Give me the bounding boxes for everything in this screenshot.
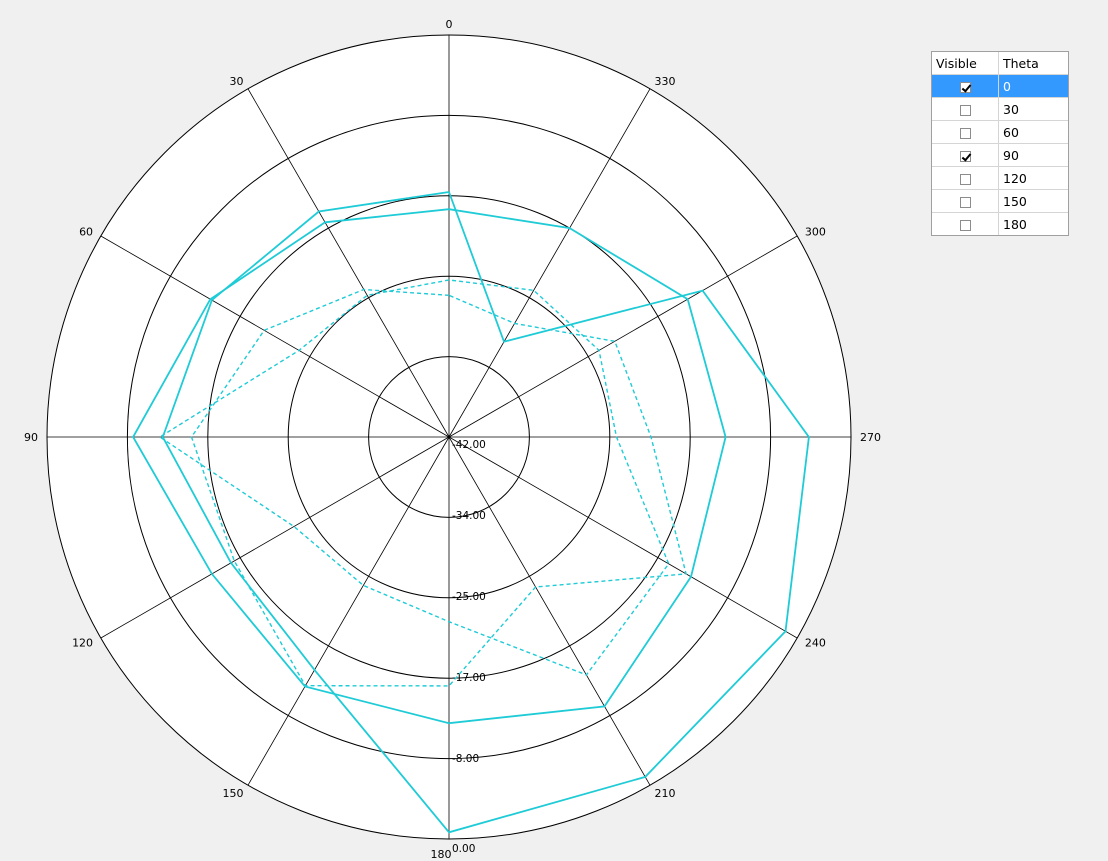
angle-label: 90 — [24, 431, 38, 444]
ring-value-label: -42.00 — [452, 439, 486, 451]
theta-rows: 0 30 60 90 120 150 180 — [932, 74, 1068, 235]
visible-cell — [932, 74, 999, 98]
theta-row[interactable]: 120 — [932, 166, 1068, 190]
spoke-line — [100, 235, 450, 438]
theta-value: 150 — [998, 189, 1068, 213]
ring-value-label: -17.00 — [452, 672, 486, 684]
angle-label: 60 — [79, 226, 93, 239]
theta-row[interactable]: 150 — [932, 189, 1068, 213]
theta-value: 30 — [998, 97, 1068, 121]
theta-value: 90 — [998, 143, 1068, 167]
series-line-solid — [132, 208, 727, 725]
visible-checkbox[interactable] — [959, 196, 971, 208]
theta-visibility-panel: Visible Theta 0 30 60 90 120 150 180 — [931, 51, 1069, 236]
visible-cell — [932, 143, 999, 167]
angle-label: 330 — [655, 75, 676, 88]
series-line-solid — [161, 191, 810, 834]
theta-value: 60 — [998, 120, 1068, 144]
polar-plot-svg: 0 30 60 90 120 150 180 210 240 270 300 330 0.00 -8.00… — [24, 18, 881, 861]
series-line-dashed — [158, 279, 670, 676]
theta-row[interactable]: 60 — [932, 120, 1068, 144]
angle-label: 150 — [223, 787, 244, 800]
angle-label: 0 — [446, 18, 453, 31]
spoke-line — [100, 436, 450, 639]
theta-value: 120 — [998, 166, 1068, 190]
visible-cell — [932, 212, 999, 235]
header-theta[interactable]: Theta — [998, 52, 1068, 75]
spoke-line — [247, 88, 450, 438]
spoke-line — [448, 436, 651, 786]
theta-row[interactable]: 90 — [932, 143, 1068, 167]
visible-checkbox[interactable] — [959, 173, 971, 185]
ring-value-label: -8.00 — [452, 753, 479, 765]
polar-chart: 0 30 60 90 120 150 180 210 240 270 300 330 0.00 -8.00… — [24, 18, 881, 861]
ring-value-label: -25.00 — [452, 591, 486, 603]
visible-checkbox[interactable] — [959, 127, 971, 139]
spoke-line — [448, 235, 798, 438]
spoke-line — [448, 436, 798, 639]
angle-label: 30 — [230, 75, 244, 88]
angle-label: 270 — [860, 431, 881, 444]
visible-cell — [932, 189, 999, 213]
angle-label: 240 — [805, 637, 826, 650]
spoke-line — [247, 436, 450, 786]
theta-visibility-table: Visible Theta 0 30 60 90 120 150 180 — [932, 52, 1068, 235]
table-header-row: Visible Theta — [932, 52, 1068, 75]
visible-cell — [932, 120, 999, 144]
visible-checkbox[interactable] — [959, 104, 971, 116]
angle-label: 210 — [655, 787, 676, 800]
visible-cell — [932, 97, 999, 121]
ring-value-label: -34.00 — [452, 510, 486, 522]
angle-label: 300 — [805, 226, 826, 239]
header-visible[interactable]: Visible — [932, 52, 999, 75]
theta-value: 180 — [1003, 216, 1027, 232]
visible-checkbox[interactable] — [959, 81, 971, 93]
visible-cell — [932, 166, 999, 190]
angle-label: 180 — [431, 848, 452, 861]
theta-row[interactable]: 30 — [932, 97, 1068, 121]
visible-checkbox[interactable] — [959, 150, 971, 162]
spoke-line — [448, 88, 651, 438]
angle-label: 120 — [72, 637, 93, 650]
theta-row[interactable]: 0 — [932, 74, 1068, 98]
theta-value: 0 — [998, 74, 1068, 98]
visible-checkbox[interactable] — [959, 219, 971, 231]
ring-value-label: 0.00 — [452, 843, 475, 855]
theta-row[interactable]: 180 — [932, 212, 1068, 235]
